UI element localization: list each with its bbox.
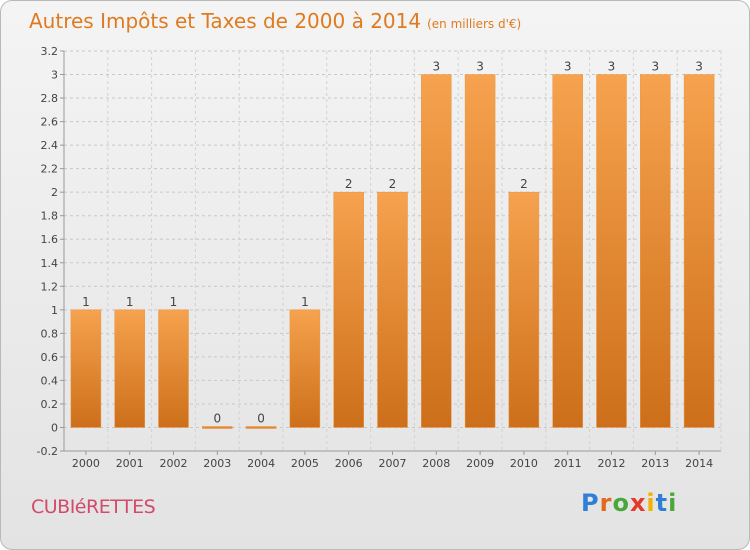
commune-name: CUBIéRETTES: [31, 496, 156, 518]
y-tick-label: 1.6: [41, 233, 59, 246]
bar: [683, 74, 715, 428]
bars: 1 1 1 0 0 1 2 2 3 3 2 3 3 3 3: [70, 60, 715, 429]
bar: [421, 74, 452, 428]
x-tick-label: 2001: [116, 457, 144, 470]
y-tick-label: 1: [51, 304, 58, 317]
y-tick-label: 0: [51, 421, 58, 434]
y-tick-label: 1.4: [41, 257, 59, 270]
y-tick-label: 2: [51, 186, 58, 199]
bar-value-label: 3: [564, 60, 572, 74]
bar-value-label: 3: [476, 60, 484, 74]
bar-value-label: 3: [432, 60, 440, 74]
y-tick-label: -0.2: [37, 445, 58, 458]
y-tick-label: 1.2: [41, 280, 59, 293]
y-tick-label: 2.2: [41, 163, 59, 176]
y-tick-label: 0.8: [41, 327, 59, 340]
y-tick-label: 3: [51, 69, 58, 82]
bar: [377, 191, 408, 428]
y-tick-label: 2.6: [41, 116, 59, 129]
bar-value-label: 3: [651, 60, 659, 74]
bar: [596, 74, 627, 428]
bar-value-label: 1: [126, 295, 134, 309]
bar: [289, 309, 321, 428]
x-tick-label: 2008: [422, 457, 450, 470]
y-tick-label: 2.8: [41, 92, 59, 105]
bar: [552, 74, 583, 428]
chart-unit: (en milliers d'€): [427, 17, 522, 31]
y-tick-label: 0.2: [41, 398, 59, 411]
bar-value-label: 1: [170, 295, 178, 309]
x-tick-label: 2011: [554, 457, 582, 470]
x-tick-label: 2005: [291, 457, 319, 470]
x-tick-label: 2010: [510, 457, 538, 470]
bar-value-label: 1: [301, 295, 309, 309]
bar-value-label: 3: [608, 60, 616, 74]
chart-title: Autres Impôts et Taxes de 2000 à 2014 (en…: [29, 9, 521, 33]
x-tick-label: 2000: [72, 457, 100, 470]
bar: [640, 74, 671, 428]
bar: [245, 426, 277, 429]
axes: -0.2 0 0.2 0.4 0.6 0.8 1 1.2 1.4 1.6 1.8 2 2.2 2.4 2.6…: [37, 45, 721, 470]
bar-value-label: 3: [695, 60, 703, 74]
x-tick-label: 2006: [335, 457, 363, 470]
x-tick-label: 2004: [247, 457, 275, 470]
bar-value-label: 0: [257, 411, 265, 425]
bar-value-label: 0: [213, 411, 221, 425]
x-tick-label: 2007: [379, 457, 407, 470]
bar: [70, 309, 102, 428]
bar: [508, 191, 540, 428]
bar-value-label: 2: [389, 177, 397, 191]
bar: [202, 426, 233, 429]
y-tick-label: 2.4: [41, 139, 59, 152]
bar-value-label: 1: [82, 295, 90, 309]
bar: [158, 309, 189, 428]
y-tick-label: 0.6: [41, 351, 59, 364]
x-tick-label: 2009: [466, 457, 494, 470]
bar-value-label: 2: [520, 177, 528, 191]
x-tick-label: 2013: [641, 457, 669, 470]
y-tick-label: 3.2: [41, 45, 59, 58]
x-tick-label: 2014: [685, 457, 713, 470]
chart-title-text: Autres Impôts et Taxes de 2000 à 2014: [29, 9, 422, 33]
bar: [333, 191, 364, 428]
x-tick-label: 2012: [598, 457, 626, 470]
x-tick-label: 2003: [203, 457, 231, 470]
y-tick-label: 0.4: [41, 374, 59, 387]
x-tick-label: 2002: [160, 457, 188, 470]
bar: [464, 74, 496, 428]
y-tick-label: 1.8: [41, 210, 59, 223]
bar: [114, 309, 145, 428]
bar-value-label: 2: [345, 177, 353, 191]
proxiti-logo: Proxiti: [581, 489, 678, 517]
